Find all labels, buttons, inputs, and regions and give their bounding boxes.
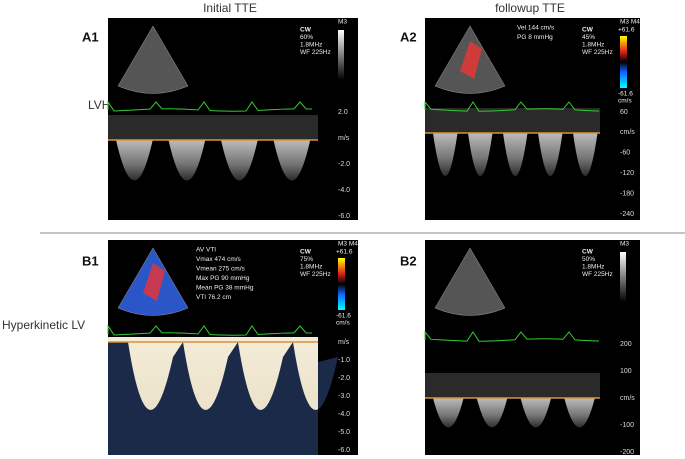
setting: WF 225Hz [582, 49, 613, 56]
setting: WF 225Hz [300, 49, 331, 56]
scale-label: -200 [620, 449, 634, 456]
scale-label: 60 [620, 109, 628, 116]
mode-label: M3 [620, 241, 629, 248]
spectral-noise [108, 115, 318, 140]
setting: WF 225Hz [300, 271, 331, 278]
gray-bar [338, 30, 344, 80]
measurement: PG 8 mmHg [517, 34, 553, 41]
measurement: AV VTI [196, 247, 216, 254]
scale-label: -2.0 [338, 161, 350, 168]
setting: 45% [582, 34, 595, 41]
setting: 1.8MHz [582, 42, 604, 49]
colorbar-label: -61.6 [618, 91, 633, 98]
spectral-envelope [425, 398, 600, 428]
scale-label: -120 [620, 170, 634, 177]
scale-label: -3.0 [338, 393, 350, 400]
colorbar-label: -61.6 [336, 313, 351, 320]
setting: 60% [300, 34, 313, 41]
echo-sector [117, 25, 189, 94]
measurement: Max PG 90 mmHg [196, 275, 250, 282]
panel-label: B1 [82, 253, 99, 268]
spectral-envelope [108, 140, 318, 181]
color-doppler [143, 263, 165, 301]
scale-label: -6.0 [338, 213, 350, 220]
setting: CW [582, 249, 594, 256]
scale-label: -6.0 [338, 447, 350, 454]
color-bar [620, 36, 627, 88]
setting: CW [300, 249, 312, 256]
color-doppler [460, 41, 482, 79]
measurement: Vmean 275 cm/s [196, 266, 246, 273]
mode-label: M3 [338, 19, 347, 26]
scale-label: -180 [620, 190, 634, 197]
column-title: Initial TTE [203, 1, 257, 15]
color-bar [338, 258, 345, 310]
column-title: followup TTE [495, 1, 565, 15]
spectral-noise [425, 108, 600, 133]
mode-label: M3 M4 [620, 19, 640, 26]
mode-label: M3 M4 [338, 241, 358, 248]
scale-label: -4.0 [338, 187, 350, 194]
scale-label: -2.0 [338, 375, 350, 382]
measurement: VTI 76.2 cm [196, 294, 231, 301]
gray-bar [620, 252, 626, 302]
scale-label: -60 [620, 150, 630, 157]
colorbar-label: cm/s [336, 320, 350, 327]
row-label: Hyperkinetic LV [2, 318, 85, 332]
scale-label: -100 [620, 422, 634, 429]
colorbar-label: cm/s [618, 98, 632, 105]
colorbar-label: +61.6 [336, 249, 353, 256]
scale-label: 200 [620, 341, 632, 348]
colorbar-label: +61.6 [618, 27, 635, 34]
panel-label: B2 [400, 253, 417, 268]
spectral-noise [425, 373, 600, 398]
scale-label: cm/s [620, 129, 635, 136]
scale-label: -5.0 [338, 429, 350, 436]
setting: 1.8MHz [582, 264, 604, 271]
setting: CW [300, 27, 312, 34]
measurement: Mean PG 38 mmHg [196, 285, 254, 292]
setting: 1.8MHz [300, 42, 322, 49]
measurement: Vel 144 cm/s [517, 25, 555, 32]
ecg-trace [424, 100, 600, 112]
panel-label: A1 [82, 29, 99, 44]
ecg-trace [107, 100, 313, 112]
panel-label: A2 [400, 29, 417, 44]
scale-label: -240 [620, 211, 634, 218]
spectral-envelope [425, 133, 600, 176]
setting: 75% [300, 256, 313, 263]
scale-label: m/s [338, 339, 350, 346]
setting: CW [582, 27, 594, 34]
echo-sector [434, 247, 506, 316]
spectral-envelope [108, 342, 338, 455]
scale-label: -4.0 [338, 411, 350, 418]
setting: 1.8MHz [300, 264, 322, 271]
row-label: LVH [88, 98, 110, 112]
scale-label: -1.0 [338, 357, 350, 364]
ecg-trace [107, 324, 313, 336]
ecg-trace [424, 330, 600, 342]
scale-label: cm/s [620, 395, 635, 402]
scale-label: 100 [620, 368, 632, 375]
setting: WF 225Hz [582, 271, 613, 278]
measurement: Vmax 474 cm/s [196, 256, 242, 263]
scale-label: 2.0 [338, 109, 348, 116]
setting: 50% [582, 256, 595, 263]
scale-label: m/s [338, 135, 350, 142]
